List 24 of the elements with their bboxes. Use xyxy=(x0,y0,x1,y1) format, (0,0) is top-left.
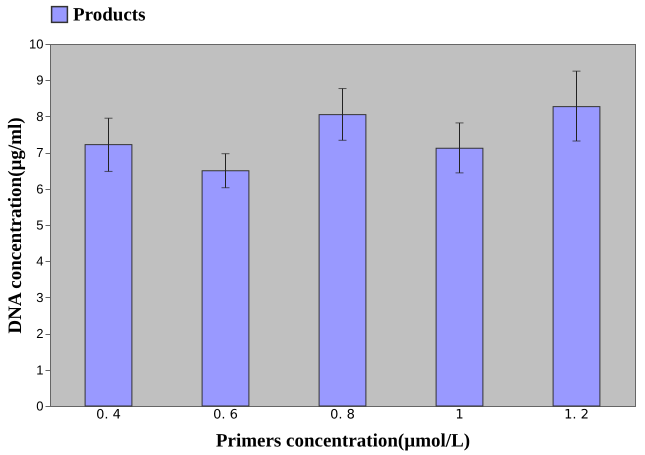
y-tick-label: 7 xyxy=(36,145,44,160)
y-tick-label: 1 xyxy=(36,362,44,378)
x-tick-label: 1. 2 xyxy=(564,408,589,422)
y-tick-label: 0 xyxy=(36,398,44,414)
bar xyxy=(84,144,132,406)
legend-label: Products xyxy=(73,4,146,26)
y-tick-label: 3 xyxy=(36,290,44,305)
x-tick-label: 0. 8 xyxy=(330,408,355,422)
x-tick-label: 0. 6 xyxy=(213,408,238,422)
y-tick-label: 2 xyxy=(36,326,44,342)
y-tick-label: 9 xyxy=(36,72,44,88)
y-axis-title: DNA concentration(µg/ml) xyxy=(5,117,26,334)
y-tick-label: 4 xyxy=(36,254,44,269)
bar xyxy=(552,106,600,406)
bar xyxy=(202,170,250,406)
bar xyxy=(436,148,484,406)
y-tick-label: 6 xyxy=(36,181,44,196)
x-axis-title: Primers concentration(µmol/L) xyxy=(216,430,470,452)
bar xyxy=(318,114,366,406)
y-tick-label: 5 xyxy=(36,218,44,232)
y-tick-label: 8 xyxy=(36,108,44,124)
y-tick-label: 10 xyxy=(29,36,44,52)
x-tick-label: 1 xyxy=(455,408,464,422)
x-tick-label: 0. 4 xyxy=(96,408,121,422)
